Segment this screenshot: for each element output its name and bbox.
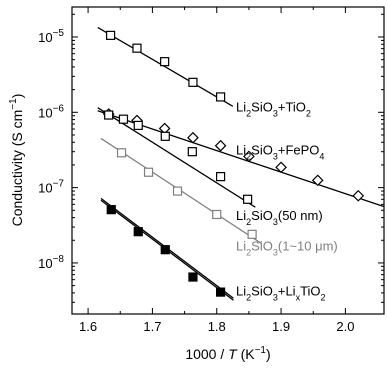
data-point bbox=[214, 139, 227, 152]
data-point bbox=[311, 174, 324, 187]
y-tick-label: 10−6 bbox=[38, 103, 64, 120]
data-point bbox=[216, 92, 226, 102]
x-axis-title: 1000 / T (K−1) bbox=[185, 345, 270, 362]
data-point bbox=[187, 147, 197, 157]
series-label-1: Li2SiO3+FePO4 bbox=[236, 143, 324, 162]
data-point bbox=[188, 77, 198, 87]
data-point bbox=[216, 287, 226, 297]
data-point bbox=[216, 172, 226, 182]
data-point bbox=[187, 131, 199, 144]
series-label-2: Li2SiO3(50 nm) bbox=[236, 208, 323, 227]
data-point bbox=[172, 186, 183, 196]
data-point bbox=[143, 167, 154, 177]
data-point bbox=[132, 43, 142, 53]
series-labels: Li2SiO3+TiO2 Li2SiO3+FePO4 Li2SiO3(50 nm) L… bbox=[236, 99, 338, 302]
data-point bbox=[106, 205, 116, 215]
data-point bbox=[133, 120, 143, 130]
data-point bbox=[160, 57, 170, 67]
data-point bbox=[118, 114, 129, 124]
data-point bbox=[243, 194, 253, 204]
data-point bbox=[188, 272, 198, 282]
series-2 bbox=[97, 107, 256, 208]
x-tick-label: 1.8 bbox=[208, 319, 226, 334]
y-axis-title: Conductivity (S cm−1) bbox=[8, 94, 25, 227]
plot-frame bbox=[71, 6, 385, 315]
data-point bbox=[160, 245, 170, 255]
y-axis-ticks: 10−5 10−6 10−7 10−8 bbox=[38, 13, 384, 303]
data-point bbox=[247, 229, 257, 239]
series-4 bbox=[100, 197, 234, 301]
data-point bbox=[105, 30, 116, 40]
fit-line bbox=[97, 107, 256, 208]
data-point bbox=[116, 148, 127, 158]
series-label-3: Li2SiO3(1~10 μm) bbox=[236, 239, 338, 258]
series-group bbox=[97, 26, 385, 301]
series-label-4: Li2SiO3+LixTiO2 bbox=[236, 284, 326, 303]
fit-line bbox=[97, 26, 234, 107]
data-point bbox=[160, 131, 170, 141]
x-axis-ticks: 1.6 1.7 1.8 1.9 2.0 bbox=[79, 7, 354, 334]
x-tick-label: 2.0 bbox=[336, 319, 354, 334]
fit-line bbox=[97, 110, 385, 208]
y-tick-label: 10−5 bbox=[38, 28, 64, 45]
data-point bbox=[352, 189, 365, 202]
data-point bbox=[243, 150, 255, 163]
x-tick-label: 1.7 bbox=[143, 319, 161, 334]
series-label-0: Li2SiO3+TiO2 bbox=[236, 99, 311, 118]
data-point bbox=[212, 209, 222, 220]
series-0 bbox=[97, 26, 234, 107]
data-point bbox=[133, 227, 143, 237]
y-tick-label: 10−7 bbox=[38, 179, 64, 196]
data-point bbox=[104, 110, 114, 120]
x-tick-label: 1.9 bbox=[272, 319, 290, 334]
data-point bbox=[275, 161, 287, 174]
y-tick-label: 10−8 bbox=[38, 254, 64, 271]
series-3 bbox=[100, 137, 263, 245]
x-tick-label: 1.6 bbox=[79, 319, 97, 334]
